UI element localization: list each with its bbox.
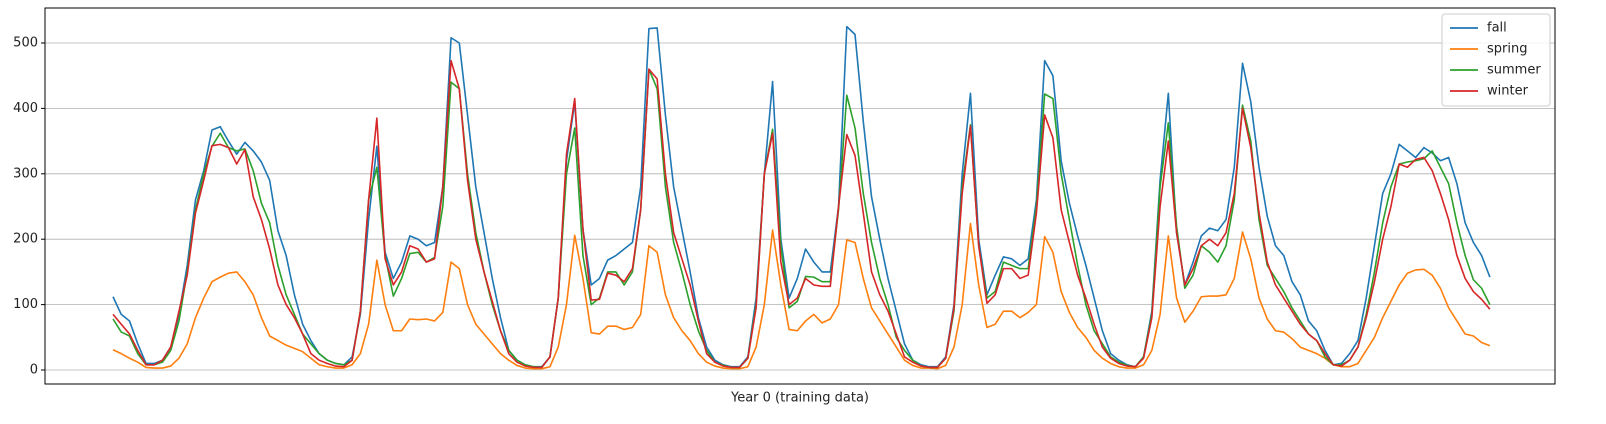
x-axis-label: Year 0 (training data) — [730, 391, 869, 406]
y-tick-label: 100 — [13, 297, 38, 312]
legend-label: winter — [1487, 84, 1529, 99]
legend-label: spring — [1487, 42, 1527, 57]
y-tick-label: 200 — [13, 232, 38, 247]
y-tick-label: 500 — [13, 35, 38, 50]
line-series — [112, 222, 1491, 370]
y-tick-label: 0 — [30, 363, 38, 378]
y-tick-label: 300 — [13, 166, 38, 181]
legend-label: summer — [1487, 63, 1541, 78]
line-series — [112, 68, 1491, 369]
legend-box — [1441, 13, 1551, 107]
y-tick-label: 400 — [13, 101, 38, 116]
line-series — [112, 59, 1491, 369]
legend-label: fall — [1487, 21, 1507, 36]
line-series — [112, 25, 1491, 368]
plot-frame — [44, 7, 1556, 385]
